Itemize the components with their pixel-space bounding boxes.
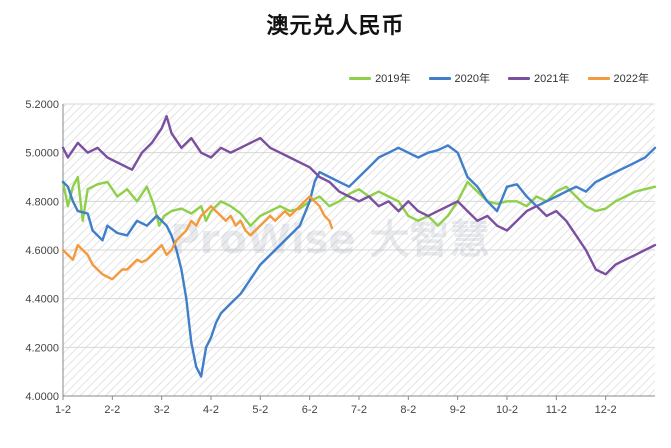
- y-tick-label: 5.2000: [25, 99, 59, 111]
- x-tick-label: 1-2: [55, 404, 71, 416]
- y-tick-label: 4.0000: [25, 391, 59, 403]
- series-layer: [61, 115, 657, 378]
- legend: 2019年 2020年 2021年 2022年: [349, 70, 649, 86]
- x-tick-label: 4-2: [203, 404, 219, 416]
- y-tick-label: 4.8000: [25, 196, 59, 208]
- y-tick-label: 4.2000: [25, 342, 59, 354]
- legend-label: 2021年: [534, 73, 570, 85]
- x-tick-label: 8-2: [400, 404, 416, 416]
- x-tick-label: 9-2: [450, 404, 466, 416]
- legend-item[interactable]: 2022年: [587, 70, 649, 86]
- y-axis-ticks: 4.0000 4.2000 4.4000 4.6000 4.8000 5.0000 5.20…: [25, 99, 59, 403]
- legend-swatch: [428, 76, 451, 80]
- legend-item[interactable]: 2019年: [349, 70, 411, 86]
- series-line-2022年: [61, 195, 334, 281]
- legend-label: 2022年: [613, 73, 649, 85]
- x-axis-ticks: 1-2 2-2 3-2 4-2 5-2 6-2 7-2 8-2 9-2 10-2 11-2 12-2: [55, 396, 617, 416]
- legend-item[interactable]: 2020年: [428, 70, 491, 86]
- y-tick-label: 4.6000: [25, 245, 59, 257]
- x-tick-label: 3-2: [154, 404, 170, 416]
- x-tick-label: 10-2: [496, 404, 518, 416]
- series-line-2021年: [61, 115, 657, 276]
- legend-swatch: [349, 76, 372, 80]
- legend-item[interactable]: 2021年: [508, 70, 570, 86]
- x-tick-label: 11-2: [546, 404, 567, 416]
- legend-label: 2019年: [375, 73, 411, 85]
- legend-label: 2020年: [454, 73, 491, 85]
- chart-title: 澳元兑人民币: [266, 14, 405, 39]
- y-tick-label: 4.4000: [25, 294, 59, 306]
- x-tick-label: 2-2: [104, 404, 120, 416]
- legend-swatch: [587, 76, 610, 80]
- series-line-2020年: [61, 144, 657, 378]
- x-tick-label: 12-2: [595, 404, 617, 416]
- x-tick-label: 6-2: [302, 404, 318, 416]
- y-tick-label: 5.0000: [25, 148, 59, 160]
- x-tick-label: 5-2: [252, 404, 268, 416]
- legend-swatch: [508, 76, 531, 80]
- x-tick-label: 7-2: [351, 404, 367, 416]
